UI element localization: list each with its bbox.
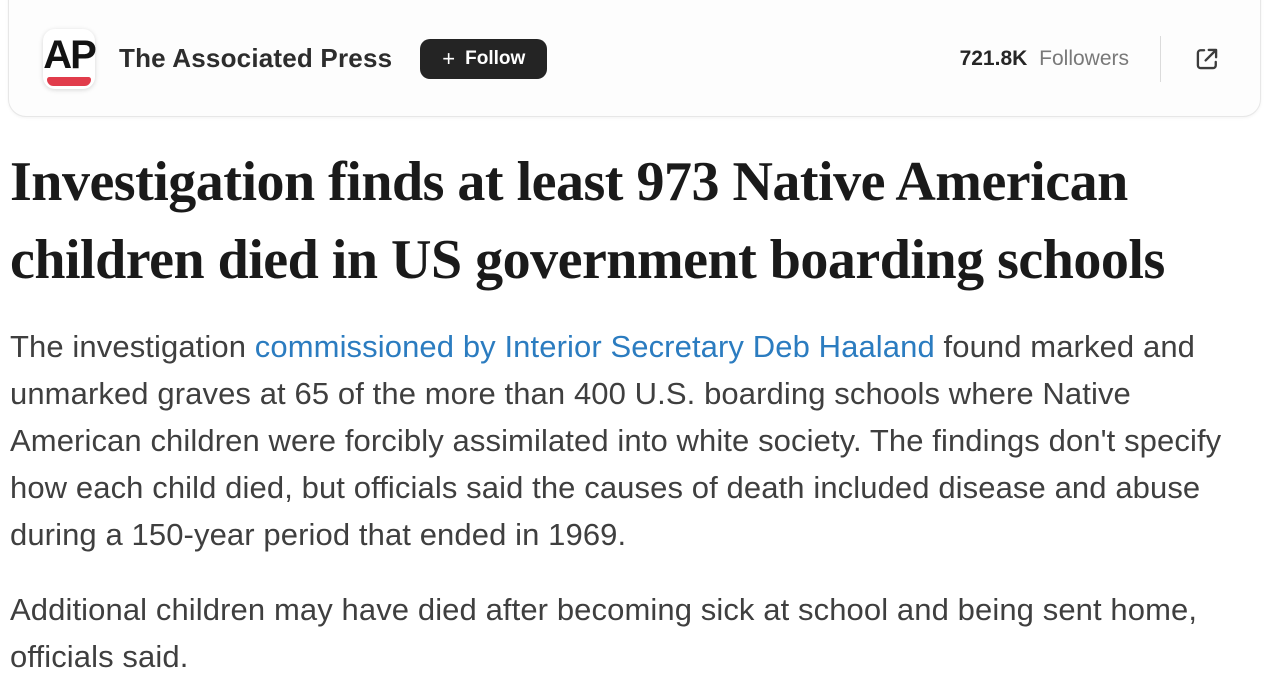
plus-icon: + — [442, 45, 456, 71]
publisher-logo-text: AP — [43, 32, 97, 77]
headline-line-2: children died in US government boarding … — [10, 229, 1165, 291]
paragraph-2: Additional children may have died after … — [10, 592, 1198, 674]
followers-info: 721.8K Followers — [960, 47, 1129, 71]
followers-count: 721.8K — [959, 46, 1028, 70]
paragraph-1-suffix: found marked and unmarked graves at 65 o… — [10, 329, 1222, 552]
followers-label: Followers — [1039, 46, 1129, 70]
headline-line-1: Investigation finds at least 973 Native … — [10, 151, 1128, 213]
article-inline-link[interactable]: commissioned by Interior Secretary Deb H… — [254, 329, 935, 364]
article-text: The investigation commissioned by Interi… — [10, 323, 1260, 680]
follow-button-label: Follow — [465, 47, 526, 69]
follow-button[interactable]: + Follow — [420, 38, 548, 79]
publisher-header: AP The Associated Press + Follow 721.8K … — [8, 0, 1261, 117]
article-body: Investigation finds at least 973 Native … — [10, 117, 1260, 680]
paragraph-1: The investigation commissioned by Interi… — [10, 323, 1260, 558]
article-headline: Investigation finds at least 973 Native … — [10, 143, 1260, 299]
publisher-name[interactable]: The Associated Press — [119, 43, 393, 73]
external-link-icon[interactable] — [1192, 44, 1222, 74]
paragraph-1-prefix: The investigation — [10, 329, 255, 364]
header-divider — [1160, 35, 1161, 82]
logo-red-underline — [47, 76, 91, 86]
header-right-group: 721.8K Followers — [960, 35, 1222, 82]
publisher-logo[interactable]: AP — [43, 28, 97, 89]
